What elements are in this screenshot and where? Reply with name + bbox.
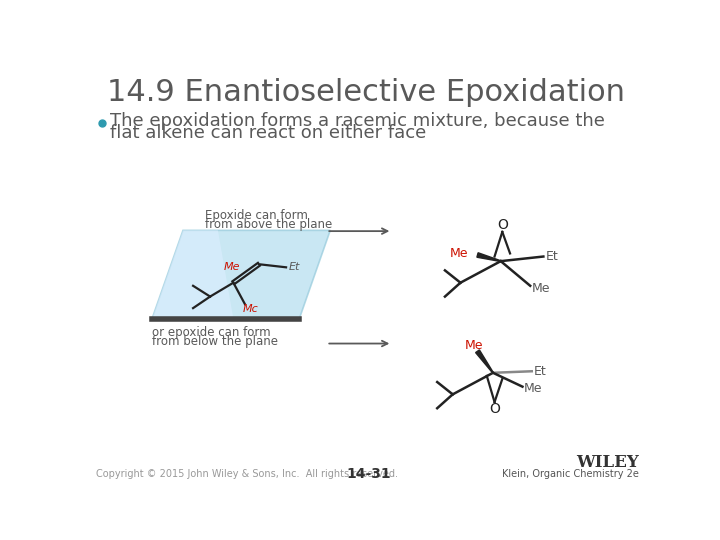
Text: Me: Me bbox=[524, 382, 542, 395]
Text: Epoxide can form: Epoxide can form bbox=[204, 209, 307, 222]
Text: O: O bbox=[497, 218, 508, 232]
Text: 14.9 Enantioselective Epoxidation: 14.9 Enantioselective Epoxidation bbox=[107, 78, 625, 107]
Polygon shape bbox=[477, 253, 501, 261]
Text: Klein, Organic Chemistry 2e: Klein, Organic Chemistry 2e bbox=[502, 469, 639, 478]
Text: Me: Me bbox=[532, 282, 550, 295]
Text: WILEY: WILEY bbox=[576, 454, 639, 471]
Text: from below the plane: from below the plane bbox=[152, 335, 278, 348]
Text: Copyright © 2015 John Wiley & Sons, Inc.  All rights reserved.: Copyright © 2015 John Wiley & Sons, Inc.… bbox=[96, 469, 398, 480]
Text: O: O bbox=[489, 402, 500, 416]
Text: Me: Me bbox=[450, 247, 468, 260]
Text: Me: Me bbox=[464, 339, 483, 352]
Text: The epoxidation forms a racemic mixture, because the: The epoxidation forms a racemic mixture,… bbox=[110, 112, 605, 130]
Text: Et: Et bbox=[289, 262, 300, 272]
Text: Mc: Mc bbox=[243, 304, 258, 314]
Polygon shape bbox=[152, 231, 330, 319]
Polygon shape bbox=[152, 231, 233, 319]
Text: from above the plane: from above the plane bbox=[204, 219, 332, 232]
Text: flat alkene can react on either face: flat alkene can react on either face bbox=[110, 124, 426, 143]
Text: Et: Et bbox=[534, 364, 546, 378]
Text: Me: Me bbox=[224, 262, 240, 272]
Polygon shape bbox=[476, 350, 493, 373]
Text: 14-31: 14-31 bbox=[347, 468, 391, 482]
Text: Et: Et bbox=[546, 250, 559, 263]
Text: or epoxide can form: or epoxide can form bbox=[152, 326, 271, 339]
